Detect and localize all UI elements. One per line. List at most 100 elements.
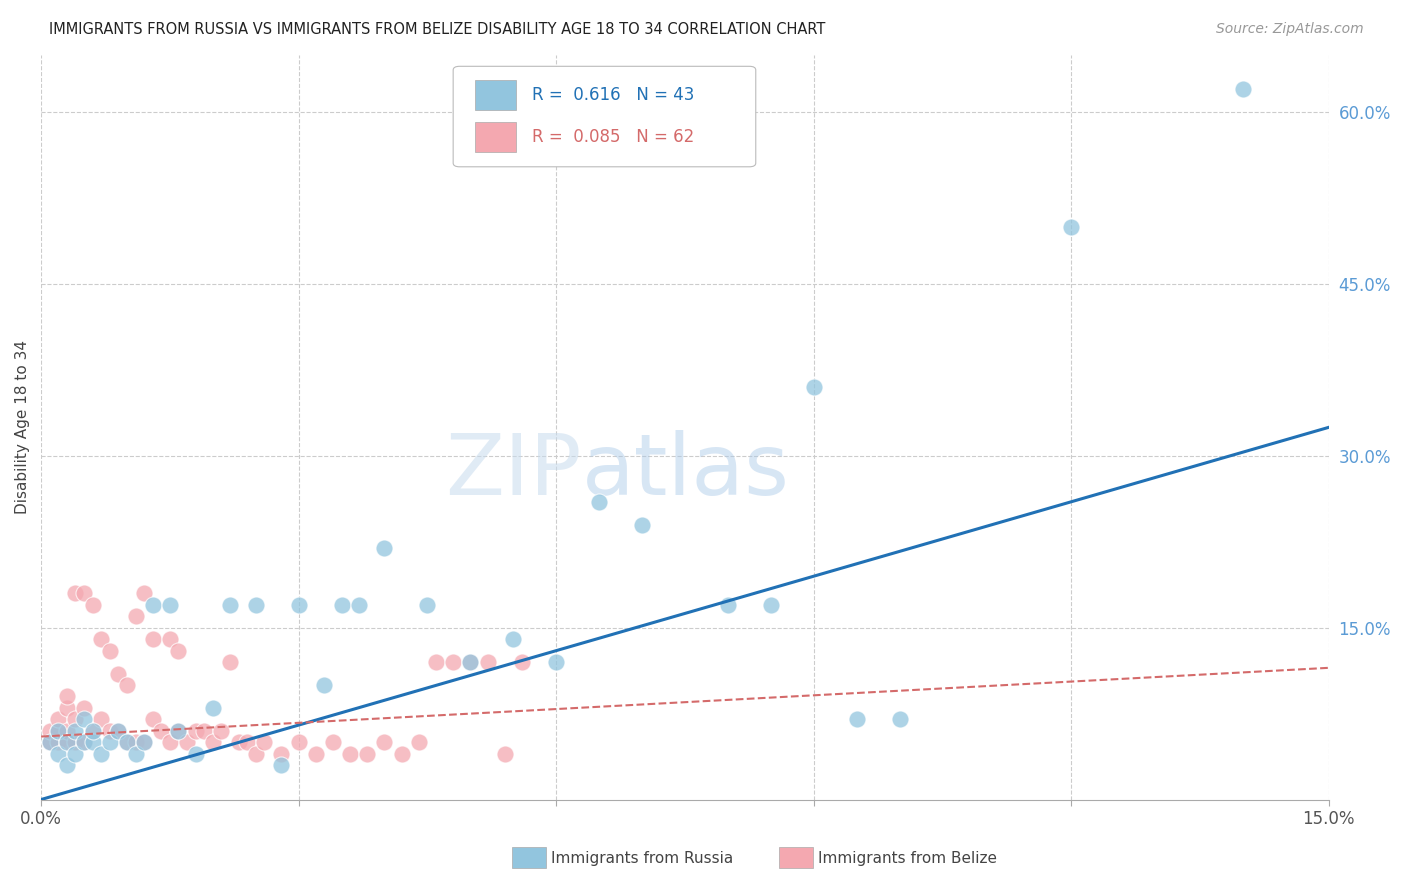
Point [339,747,361,761]
Point [56,723,79,738]
Point [167,723,190,738]
Point [82,598,104,612]
Point [90,747,112,761]
Point [98,723,121,738]
Point [717,598,740,612]
Point [46,723,69,738]
Point [134,735,156,749]
Point [176,735,198,749]
Point [90,632,112,647]
Point [270,747,292,761]
Point [631,517,654,532]
Point [193,723,215,738]
Point [184,723,207,738]
Point [65,712,87,726]
Point [330,598,353,612]
Point [460,655,482,669]
Point [46,712,69,726]
Point [134,586,156,600]
Point [391,747,413,761]
Text: IMMIGRANTS FROM RUSSIA VS IMMIGRANTS FROM BELIZE DISABILITY AGE 18 TO 34 CORRELA: IMMIGRANTS FROM RUSSIA VS IMMIGRANTS FRO… [49,22,825,37]
Point [56,735,79,749]
Point [38,735,60,749]
Point [219,655,242,669]
Point [159,735,181,749]
Point [373,541,395,555]
Point [150,723,173,738]
Point [82,735,104,749]
Point [209,723,232,738]
Point [38,735,60,749]
Point [134,735,156,749]
Point [38,723,60,738]
Point [56,690,79,704]
Point [347,598,370,612]
Point [98,735,121,749]
Point [460,655,482,669]
Point [219,598,242,612]
Point [124,609,146,624]
Bar [475,80,516,110]
Point [373,735,395,749]
Point [38,735,60,749]
Point [477,655,499,669]
Point [1060,219,1083,234]
Text: Immigrants from Russia: Immigrants from Russia [551,851,734,865]
Point [184,747,207,761]
Point [889,712,911,726]
Point [124,747,146,761]
Point [1232,82,1254,96]
Point [270,758,292,772]
Point [46,723,69,738]
Point [588,495,610,509]
FancyBboxPatch shape [453,66,756,167]
Point [803,380,825,394]
Point [510,655,533,669]
Point [107,723,129,738]
Point [287,598,309,612]
Point [845,712,868,726]
Point [159,598,181,612]
Point [73,735,96,749]
Point [46,735,69,749]
Point [546,655,568,669]
Point [142,598,165,612]
Point [253,735,276,749]
Point [287,735,309,749]
Point [305,747,328,761]
Point [245,747,267,761]
Point [142,632,165,647]
Point [56,701,79,715]
Point [142,712,165,726]
Point [159,632,181,647]
Point [65,735,87,749]
Point [167,723,190,738]
Point [416,598,439,612]
Point [115,678,138,692]
Point [82,723,104,738]
Text: Immigrants from Belize: Immigrants from Belize [818,851,997,865]
Point [201,701,224,715]
Point [107,723,129,738]
Text: R =  0.085   N = 62: R = 0.085 N = 62 [531,128,695,146]
Point [236,735,259,749]
Point [494,747,516,761]
Text: Source: ZipAtlas.com: Source: ZipAtlas.com [1216,22,1364,37]
Point [356,747,378,761]
Point [115,735,138,749]
Y-axis label: Disability Age 18 to 34: Disability Age 18 to 34 [15,341,30,515]
Point [65,747,87,761]
Point [167,643,190,657]
Point [65,586,87,600]
Point [502,632,524,647]
Point [201,735,224,749]
Point [73,735,96,749]
Point [115,735,138,749]
Point [322,735,344,749]
Point [90,712,112,726]
Point [245,598,267,612]
Point [425,655,447,669]
Bar [475,122,516,152]
Point [314,678,336,692]
Point [73,712,96,726]
